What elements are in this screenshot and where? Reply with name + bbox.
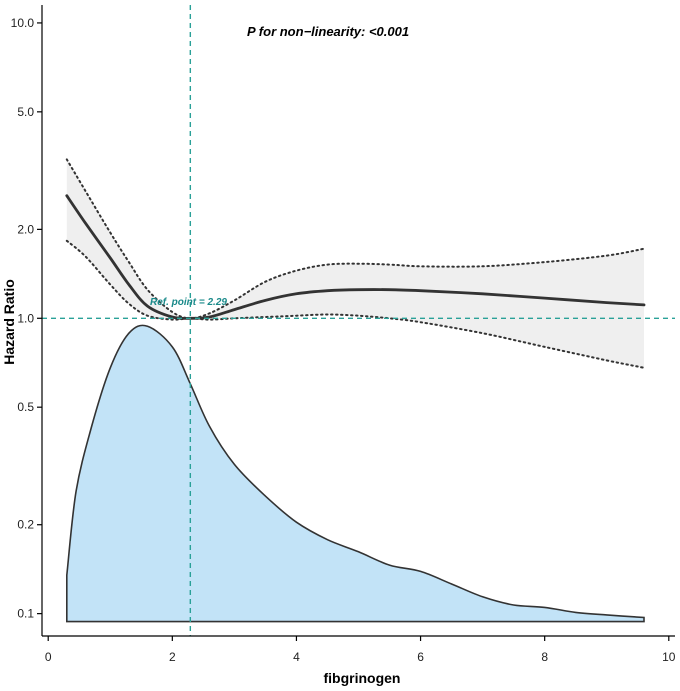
- reference-point-label: Ref. point = 2.29: [150, 297, 227, 308]
- y-tick-label: 2.0: [17, 222, 34, 236]
- x-tick-label: 6: [417, 650, 424, 664]
- nonlinearity-annotation: P for non−linearity: <0.001: [247, 24, 409, 39]
- y-tick-label: 0.1: [17, 607, 34, 621]
- x-axis-title: fibgrinogen: [324, 670, 401, 686]
- y-axis-ticks: 0.1 0.2 0.5 1.0 2.0 5.0 10.0: [11, 16, 42, 621]
- y-tick-label: 10.0: [11, 16, 35, 30]
- hazard-ratio-line: [65, 194, 646, 320]
- y-tick-label: 5.0: [17, 105, 34, 119]
- upper-ci-line: [65, 158, 645, 320]
- x-tick-label: 10: [662, 650, 676, 664]
- x-tick-label: 8: [541, 650, 548, 664]
- y-tick-label: 1.0: [17, 311, 34, 325]
- density-area: [66, 324, 645, 623]
- x-tick-label: 0: [45, 650, 52, 664]
- x-axis-ticks: 0 2 4 6 8 10: [45, 636, 676, 664]
- x-tick-label: 2: [169, 650, 176, 664]
- y-tick-label: 0.2: [17, 518, 34, 532]
- lower-ci-line: [65, 239, 645, 369]
- y-tick-label: 0.5: [17, 400, 34, 414]
- x-tick-label: 4: [293, 650, 300, 664]
- y-axis-title: Hazard Ratio: [1, 279, 17, 365]
